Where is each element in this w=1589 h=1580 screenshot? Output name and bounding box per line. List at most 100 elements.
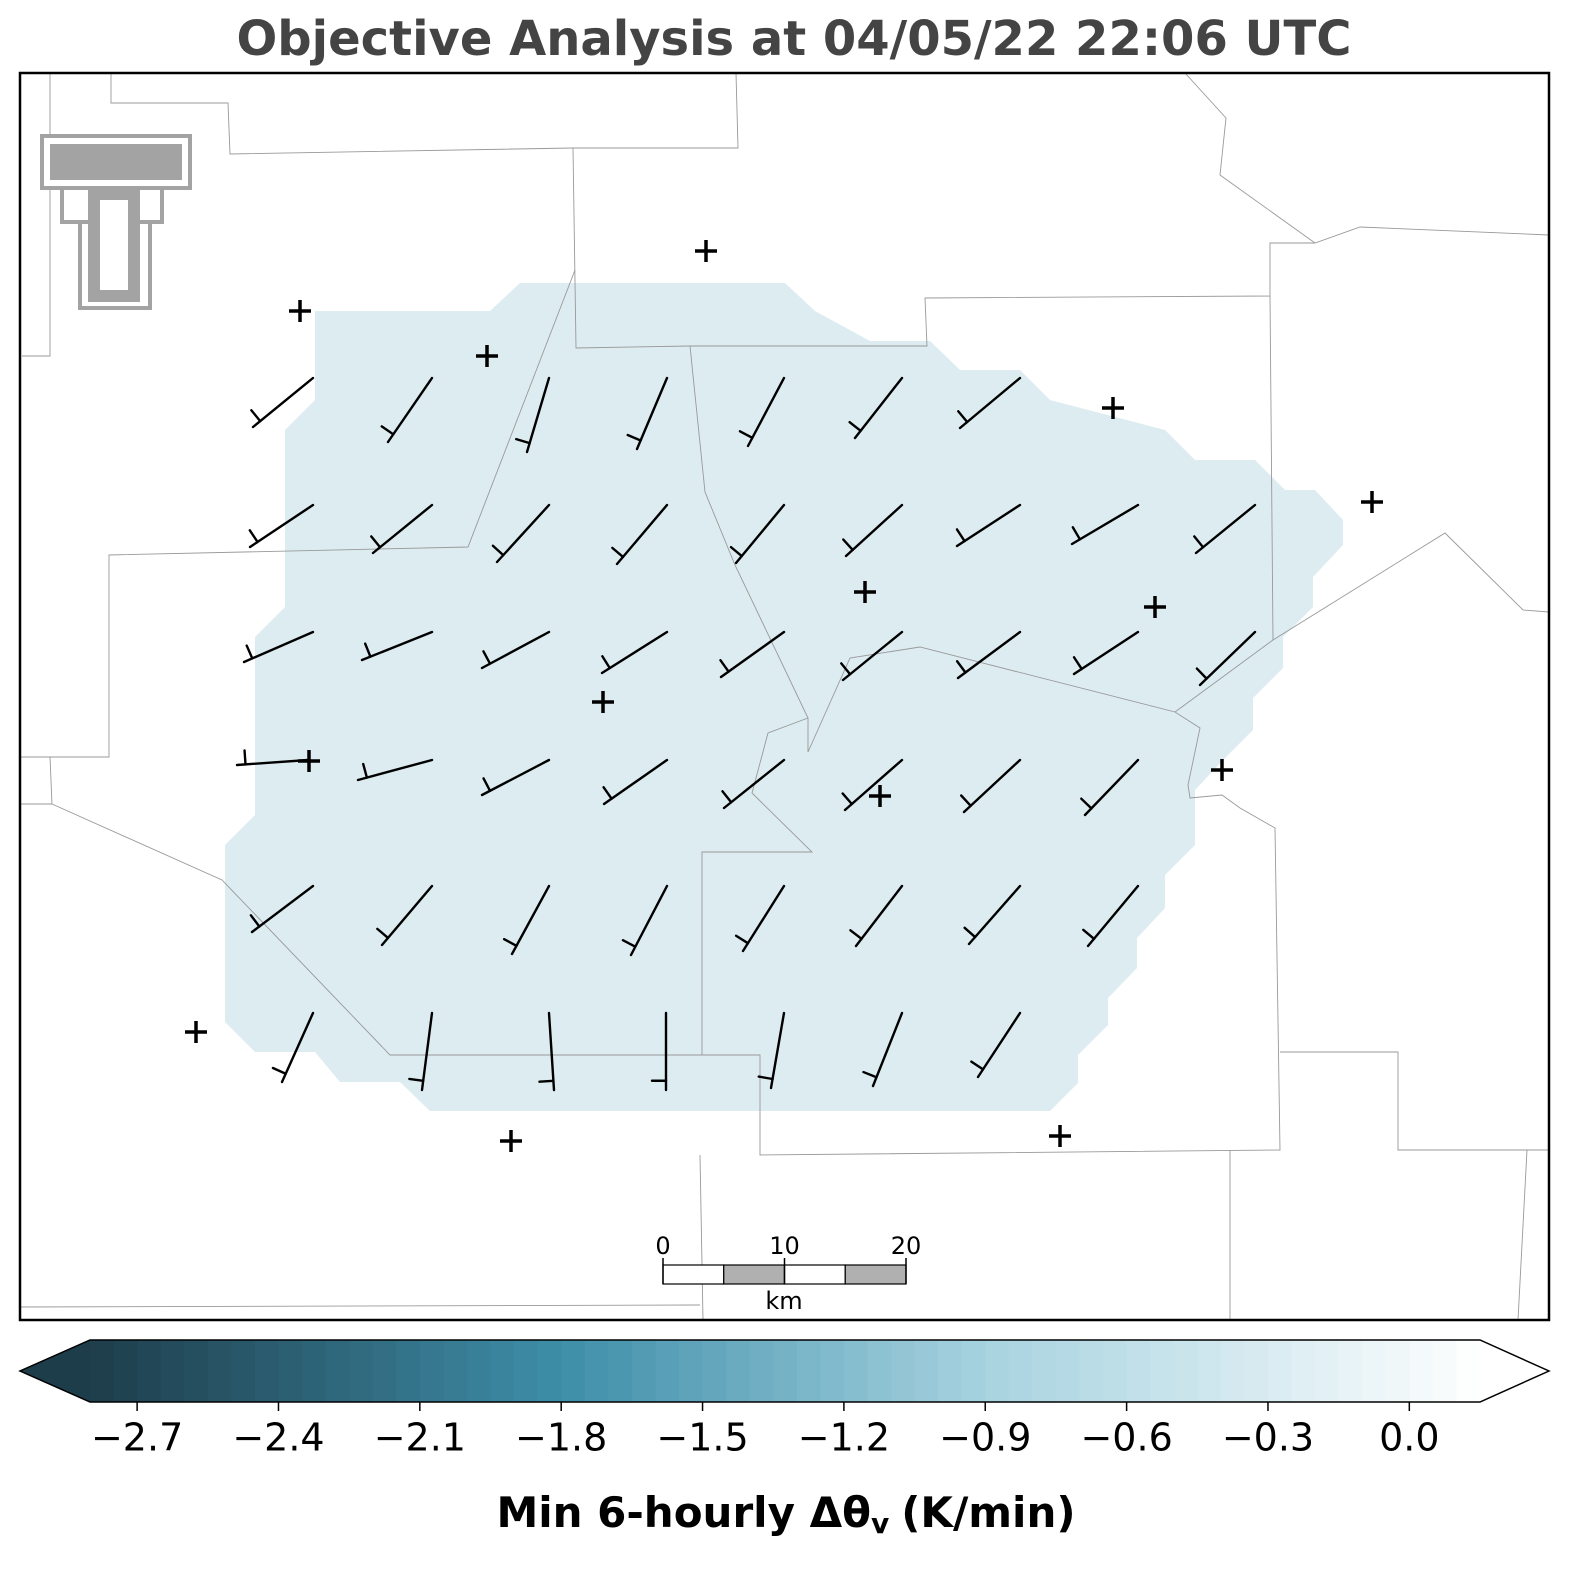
title: Objective Analysis at 04/05/22 22:06 UTC [237,11,1352,67]
barb-feather [729,545,743,558]
colorbar-segment [1008,1340,1033,1402]
barb-staff [871,1011,904,1088]
barb-feather [611,546,625,559]
colorbar-segment [137,1340,162,1402]
colorbar-segment [985,1340,1010,1402]
station-marker [869,785,891,807]
colorbar-segment [254,1340,280,1402]
colorbar-segment [843,1340,869,1402]
barb-feather [963,926,977,939]
barb-staff [976,1011,1022,1079]
barb-feather [841,792,854,806]
colorbar-label: Min 6-hourly Δθv (K/min) [496,1488,1075,1541]
colorbar-segment [1267,1340,1293,1402]
wind-barb [848,376,904,440]
station-marker [298,750,320,772]
colorbar-outline [18,1339,1551,1403]
barb-feather [840,662,852,676]
barb-staff [380,884,434,947]
colorbar-tick-label: −0.3 [1222,1416,1314,1460]
barb-feather [1080,797,1093,810]
scale-segment [662,1264,725,1285]
barb-feather [380,425,395,436]
colorbar-segment [655,1340,680,1402]
scale-tick-label: 10 [769,1232,800,1260]
colorbar-segment [1244,1340,1269,1402]
wind-barb [602,758,669,806]
station-marker [476,345,498,367]
wind-barb [248,503,315,549]
barb-feather [1195,667,1208,680]
colorbar-segment [514,1340,539,1402]
colorbar-segment [90,1340,115,1402]
barb-staff [360,630,434,662]
barb-staff [1070,503,1140,546]
barb-staff [854,884,904,948]
map-frame [18,71,1551,1322]
colorbar-extend-high [1480,1340,1549,1402]
wind-barb [600,630,669,675]
colorbar-segment [608,1340,633,1402]
barb-staff [251,376,315,429]
colorbar-segment [1173,1340,1198,1402]
barb-staff [1194,503,1257,555]
barb-feather [959,794,972,807]
colorbar-segment [184,1340,209,1402]
barb-feather [502,937,518,948]
wind-barb [250,376,315,429]
colorbar-tick-label: −2.4 [232,1416,324,1460]
barb-staff [242,630,315,664]
barb-feather [721,790,733,804]
scale-tick-label: 20 [891,1232,922,1260]
wind-barb [963,884,1022,946]
barb-staff [525,376,551,454]
barb-staff [356,758,434,782]
barb-staff [843,758,904,812]
colorbar-segment [1126,1340,1151,1402]
barb-staff [958,376,1022,430]
station-marker [500,1130,522,1152]
colorbar-segment [938,1340,963,1402]
barb-staff [955,503,1022,548]
barb-staff [841,630,904,682]
colorbar-segment [419,1340,444,1402]
colorbar-segment [584,1340,609,1402]
barb-feather [408,1077,425,1082]
colorbar-segment [372,1340,397,1402]
colorbar-segment [1291,1340,1316,1402]
barb-staff [250,884,315,934]
wind-barb [1082,884,1140,948]
label-unit: (K/min) [901,1488,1075,1537]
colorbar-segment [1197,1340,1222,1402]
colorbar-segment [490,1340,515,1402]
wind-barb [1195,630,1257,687]
colorbar-segment [1055,1340,1081,1402]
barb-feather [957,410,969,424]
wind-barb [611,503,669,566]
colorbar-tick-label: −0.6 [1080,1416,1172,1460]
colorbar-tick-label: 0.0 [1379,1416,1439,1460]
wind-barb [970,1011,1022,1079]
barb-feather [250,409,262,423]
barb-feather [376,927,390,940]
wind-barb [1072,630,1140,676]
barb-feather [848,420,862,432]
barb-feather [719,659,730,673]
barb-staff [1086,884,1140,948]
barb-staff [248,503,315,549]
colorbar-tick-label: −1.2 [798,1416,890,1460]
barb-feather [955,660,967,674]
label-main: Min 6-hourly Δθ [496,1488,871,1537]
station-marker [854,581,876,603]
wind-barb [249,884,315,934]
wind-barb [650,1011,668,1092]
colorbar-segment [349,1340,374,1402]
station-marker [1211,759,1233,781]
wind-barb [721,758,786,810]
station-marker [185,1021,207,1043]
wind-barb [1070,503,1140,546]
colorbar-segment [207,1340,232,1402]
wind-barb [621,884,669,957]
wind-barb [480,758,551,797]
